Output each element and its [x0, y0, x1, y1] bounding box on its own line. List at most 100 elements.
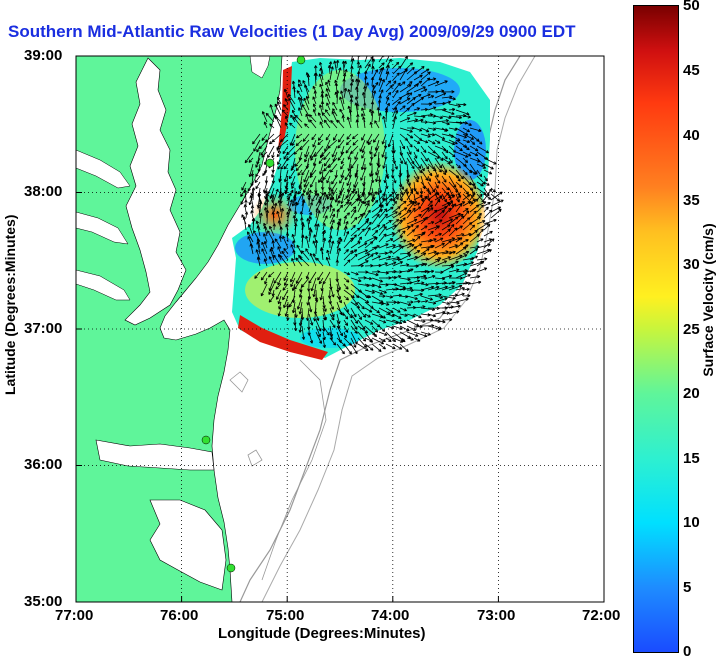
velocity-arrow	[352, 133, 359, 140]
velocity-arrow	[406, 157, 415, 170]
velocity-arrow	[322, 205, 329, 219]
velocity-arrow	[264, 277, 268, 285]
velocity-arrow	[263, 258, 268, 267]
x-tick-label: 75:00	[266, 607, 305, 624]
velocity-arrow	[268, 295, 275, 303]
velocity-arrow	[319, 121, 324, 129]
velocity-arrow	[413, 145, 420, 152]
velocity-arrow	[336, 247, 341, 261]
velocity-arrow	[385, 219, 392, 225]
velocity-arrow	[385, 224, 397, 231]
velocity-arrow	[462, 169, 468, 176]
velocity-arrow	[448, 276, 463, 280]
velocity-arrow	[263, 233, 268, 243]
velocity-arrow	[325, 81, 331, 93]
velocity-arrow	[364, 271, 379, 277]
velocity-arrow	[469, 280, 482, 285]
velocity-arrow	[385, 56, 390, 63]
velocity-arrow	[308, 271, 317, 284]
velocity-arrow	[469, 268, 477, 273]
velocity-arrow	[399, 56, 408, 69]
velocity-arrow	[283, 151, 289, 160]
velocity-arrow	[350, 206, 357, 213]
velocity-arrow	[268, 256, 275, 267]
velocity-arrow	[462, 222, 473, 231]
velocity-arrow	[413, 97, 425, 105]
velocity-arrow	[259, 212, 263, 225]
velocity-arrow	[441, 151, 448, 160]
velocity-arrow	[277, 163, 282, 170]
velocity-arrow	[399, 187, 404, 196]
velocity-arrow	[413, 151, 418, 159]
velocity-arrow	[271, 169, 275, 178]
velocity-arrow	[308, 202, 313, 213]
velocity-arrow	[269, 139, 275, 145]
velocity-arrow	[340, 169, 345, 178]
x-tick-label: 72:00	[582, 607, 621, 624]
velocity-arrow	[350, 209, 357, 219]
velocity-arrow	[350, 241, 361, 249]
velocity-arrow	[337, 139, 345, 149]
velocity-arrow	[350, 216, 358, 225]
velocity-arrow	[406, 331, 419, 337]
velocity-arrow	[399, 107, 410, 117]
velocity-arrow	[357, 242, 368, 249]
velocity-arrow	[399, 209, 412, 219]
colorbar-tick-label: 10	[683, 514, 700, 531]
velocity-arrow	[364, 289, 375, 294]
velocity-arrow	[336, 238, 343, 249]
velocity-arrow	[378, 262, 388, 267]
velocity-arrow	[490, 206, 502, 213]
velocity-arrow	[420, 204, 434, 213]
velocity-arrow	[483, 181, 490, 186]
velocity-arrow	[455, 102, 467, 107]
velocity-arrow	[315, 193, 320, 201]
velocity-arrow	[406, 133, 414, 139]
velocity-arrow	[413, 337, 421, 342]
pamlico-sound	[149, 499, 227, 591]
velocity-arrow	[399, 181, 404, 190]
velocity-arrow	[253, 139, 261, 152]
velocity-arrow	[290, 277, 296, 288]
velocity-arrow	[271, 289, 275, 297]
velocity-arrow	[308, 229, 313, 243]
velocity-arrow	[277, 200, 282, 213]
velocity-arrow	[420, 257, 429, 261]
velocity-arrow	[350, 65, 354, 75]
velocity-arrow	[248, 157, 254, 163]
velocity-arrow	[441, 175, 447, 183]
velocity-arrow	[399, 97, 411, 105]
velocity-arrow	[311, 133, 317, 141]
x-tick-label: 76:00	[160, 607, 199, 624]
velocity-arrow	[350, 325, 358, 334]
velocity-arrow	[357, 198, 362, 207]
velocity-arrow	[251, 187, 256, 201]
velocity-arrow	[378, 243, 389, 249]
velocity-arrow	[434, 225, 440, 231]
velocity-arrow	[341, 115, 345, 123]
velocity-arrow	[364, 221, 372, 231]
velocity-arrow	[322, 237, 327, 249]
velocity-arrow	[324, 109, 331, 117]
velocity-arrow	[420, 299, 429, 303]
velocity-arrow	[289, 122, 296, 129]
velocity-arrow	[413, 139, 421, 144]
velocity-arrow	[319, 67, 324, 81]
velocity-arrow	[249, 243, 254, 255]
velocity-arrow	[323, 157, 331, 167]
velocity-arrow	[312, 139, 317, 148]
velocity-arrow	[305, 235, 310, 249]
velocity-arrow	[308, 114, 317, 123]
velocity-arrow	[392, 235, 403, 243]
velocity-arrow	[276, 151, 282, 158]
velocity-arrow	[262, 169, 268, 177]
y-tick-label: 39:00	[24, 47, 63, 64]
station-2	[265, 158, 275, 168]
velocity-arrows	[240, 56, 504, 355]
velocity-arrow	[420, 248, 430, 255]
velocity-arrow	[448, 304, 461, 309]
velocity-arrow	[427, 181, 436, 193]
velocity-arrow	[371, 289, 384, 295]
velocity-arrow	[371, 325, 379, 333]
station-3	[201, 435, 211, 445]
